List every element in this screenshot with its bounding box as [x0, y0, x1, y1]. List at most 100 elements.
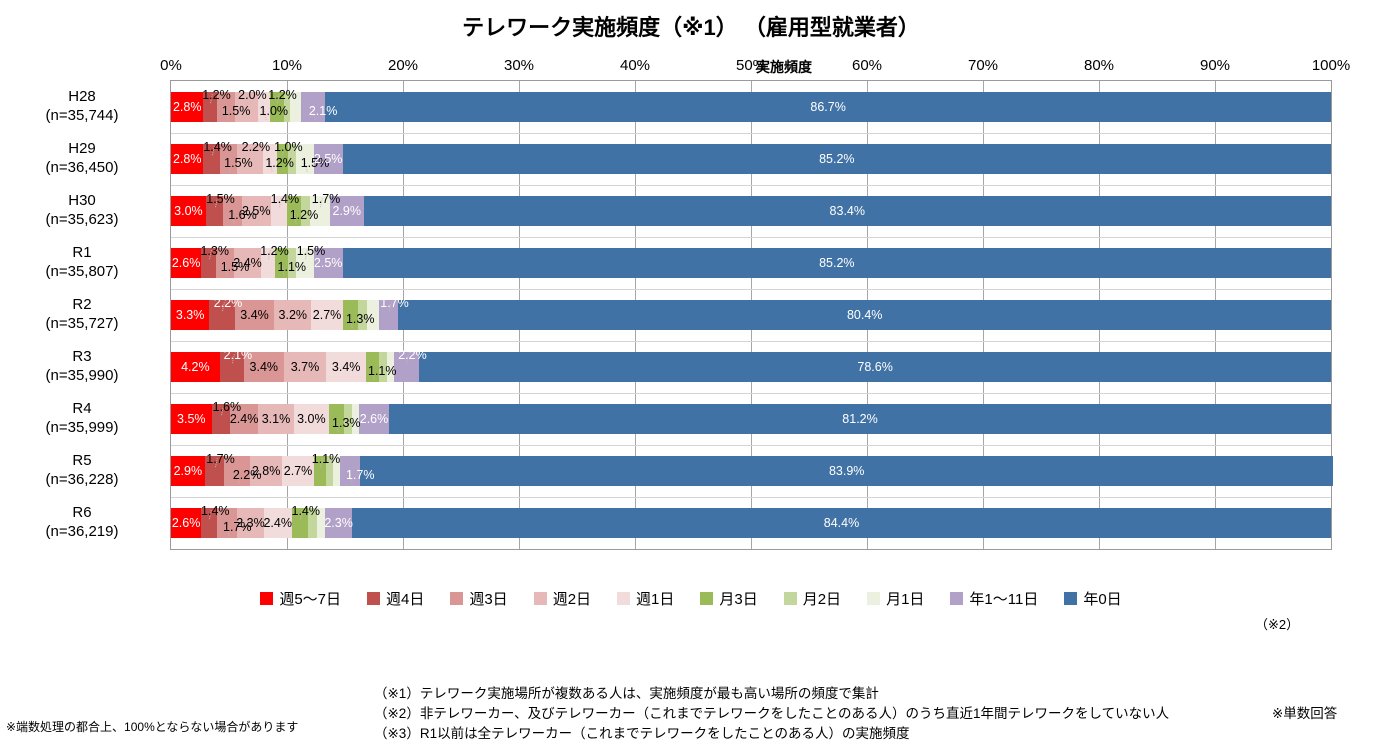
bar-segment — [283, 92, 291, 122]
bar-data-label: 2.2% — [232, 468, 262, 482]
x-axis-tick-label: 90% — [1199, 57, 1231, 74]
y-axis-row-label: R3 (n=35,990) — [7, 347, 157, 385]
y-axis-row-label: R6 (n=36,219) — [7, 503, 157, 541]
x-axis-tick-label: 50% — [735, 57, 767, 74]
bar-segment — [367, 300, 379, 330]
bar-segment — [171, 248, 202, 278]
bar-data-label: 1.2% — [260, 244, 289, 258]
y-axis-label-year: R4 — [72, 400, 92, 417]
bar-segment — [201, 508, 218, 538]
y-axis-label-year: R3 — [72, 348, 92, 365]
legend-item-5[interactable]: 週1日 — [617, 588, 674, 609]
bar-data-label: 3.7% — [290, 360, 320, 374]
y-axis-label-n: (n=35,807) — [45, 263, 119, 280]
stacked-bar — [171, 144, 1331, 174]
bar-data-label: 2.3% — [236, 516, 265, 530]
bar-data-label: 2.1% — [223, 348, 253, 362]
chart-row: R3 (n=35,990) 4.2% 2.1% 3.4% 3.7% 3.4% 1.1% 2.2%… — [46, 341, 1331, 393]
bar-data-label: 1.7% — [345, 468, 375, 482]
bar-segment — [209, 300, 235, 330]
chart-row: H28 (n=35,744) 2.8% 1.2% 1.5% 2.0% 1.0% 1.2% 2.1… — [46, 81, 1331, 133]
chart-title: テレワーク実施頻度（※1） （雇用型就業者） — [462, 15, 920, 40]
legend-item-1[interactable]: 週5〜7日 — [260, 588, 341, 609]
bar-segment — [393, 352, 420, 382]
bar-data-label: 2.2% — [241, 140, 271, 154]
bar-segment — [325, 508, 352, 538]
chart-row: R5 (n=36,228) 2.9% 1.7% 2.2% 2.8% 2.7% 1.1% 1.7%… — [46, 445, 1334, 497]
bar-segment — [263, 508, 292, 538]
row-separator — [171, 289, 1331, 290]
bar-segment — [234, 300, 275, 330]
chart-row: R6 (n=36,219) 2.6% 1.4% 1.7% 2.3% 2.4% 1.4% 2.3%… — [46, 497, 1331, 549]
bar-segment — [258, 404, 294, 434]
bar-segment — [329, 196, 364, 226]
stacked-bar — [171, 248, 1331, 278]
bar-segment — [217, 508, 238, 538]
bar-data-label: 1.4% — [291, 504, 321, 518]
bar-segment — [275, 248, 289, 278]
legend-item-7[interactable]: 月2日 — [783, 588, 841, 609]
bar-data-label: 1.1% — [277, 260, 307, 274]
bar-segment — [171, 508, 202, 538]
legend-item-8[interactable]: 月1日 — [867, 588, 924, 609]
bar-data-label: 2.5% — [313, 256, 343, 270]
y-axis-label-n: (n=35,990) — [45, 367, 119, 384]
bar-data-label: 2.9% — [173, 464, 203, 478]
y-axis-row-label: H29 (n=36,450) — [7, 139, 157, 177]
bar-segment — [274, 300, 312, 330]
bar-data-label: 1.6% — [228, 208, 257, 222]
chart-row: R4 (n=35,999) 3.5% 1.6% 2.4% 3.1% 3.0% 1.3% 2.6%… — [46, 393, 1331, 445]
bar-data-label: 1.0% — [274, 140, 303, 154]
bar-data-label: 1.4% — [201, 504, 230, 518]
row-separator — [171, 237, 1331, 238]
bar-segment — [244, 352, 284, 382]
bar-segment — [419, 352, 1331, 382]
bar-data-label: 3.0% — [174, 204, 203, 218]
bar-data-label: 1.5% — [206, 192, 235, 206]
chart-row: H30 (n=35,623) 3.0% 1.5% 1.6% 2.5% 1.4% 1.2% 1.7… — [46, 185, 1331, 237]
y-axis-row-label: R4 (n=35,999) — [7, 399, 157, 437]
bar-segment — [357, 300, 368, 330]
chart-row: R1 (n=35,807) 2.6% 1.3% 1.5% 2.4% 1.2% 1.1% 1.5%… — [46, 237, 1331, 289]
bar-data-label: 1.2% — [268, 88, 297, 102]
bar-segment — [261, 248, 276, 278]
stacked-bar — [171, 508, 1331, 538]
x-axis-tick-label: 0% — [160, 57, 182, 74]
chart-plot-area: 0% 10% 20% 30% 40% 50% 60% 70% 80% 90% 100% 実施頻度 H28… — [46, 57, 1350, 550]
bar-data-label: 2.7% — [283, 464, 313, 478]
bar-data-label: 3.2% — [278, 308, 308, 322]
legend-label: 週2日 — [552, 591, 592, 608]
y-axis-label-n: (n=35,744) — [45, 107, 119, 124]
bar-data-label: 2.6% — [171, 516, 201, 530]
bar-data-label: 2.5% — [242, 204, 271, 218]
bar-segment — [342, 300, 358, 330]
bar-segment — [340, 456, 361, 486]
bar-segment — [282, 456, 314, 486]
footnote-3: （※3）R1以前は全テレワーカー（これまでテレワークをしたことのある人）の実施頻… — [374, 726, 910, 741]
bar-data-label: 2.6% — [171, 256, 201, 270]
bar-data-label: 2.4% — [233, 256, 262, 270]
bar-data-label: 2.9% — [332, 204, 361, 218]
bar-segment — [365, 352, 379, 382]
legend-item-3[interactable]: 週3日 — [450, 588, 508, 609]
bar-segment — [205, 196, 224, 226]
bar-segment — [313, 456, 327, 486]
legend-item-9[interactable]: 年1〜11日 — [950, 588, 1038, 609]
bar-data-label: 2.8% — [172, 152, 202, 166]
bar-data-label: 85.2% — [819, 152, 855, 166]
bar-segment — [389, 404, 1331, 434]
legend-label: 週4日 — [386, 591, 425, 608]
bar-segment — [237, 508, 264, 538]
row-separator — [171, 445, 1331, 446]
legend-item-2[interactable]: 週4日 — [367, 588, 424, 609]
legend-item-6[interactable]: 月3日 — [700, 588, 758, 609]
legend-item-4[interactable]: 週2日 — [533, 588, 592, 609]
y-axis-label-n: (n=36,450) — [45, 159, 119, 176]
legend-item-10[interactable]: 年0日 — [1064, 588, 1122, 609]
bar-data-label: 2.4% — [263, 516, 292, 530]
bar-segment — [326, 352, 366, 382]
bar-data-label: 1.2% — [289, 208, 319, 222]
y-axis-label-n: (n=35,727) — [45, 315, 119, 332]
x-axis-tick-label: 60% — [851, 57, 883, 74]
bar-segment — [287, 196, 301, 226]
